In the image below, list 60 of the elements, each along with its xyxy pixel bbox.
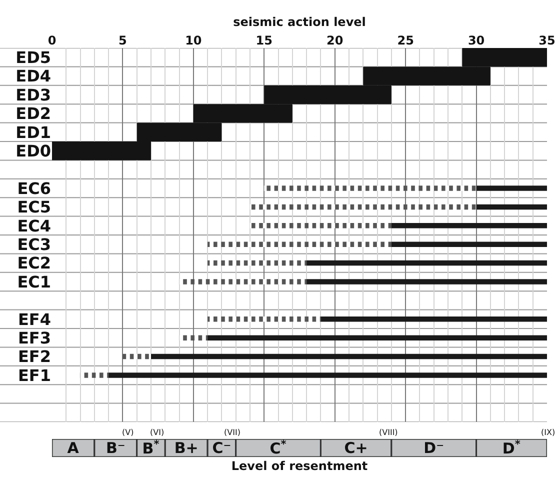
series-label: C⁻: [212, 439, 232, 457]
y-tick-label: ED5: [16, 48, 51, 67]
text: (VIII): [379, 428, 398, 437]
y-tick-label: EF1: [18, 366, 51, 385]
x-tick-label: 35: [538, 34, 556, 48]
y-tick-label: ED2: [16, 104, 51, 124]
bar: [122, 354, 151, 360]
y-tick-label: ED3: [16, 85, 51, 104]
y-tick-label: ED1: [16, 122, 51, 142]
bar: [108, 372, 547, 378]
series-label: B+: [174, 439, 198, 457]
bar: [208, 260, 307, 266]
bar: [179, 335, 208, 340]
text: (V): [122, 428, 134, 437]
y-tick-label: EC3: [17, 234, 51, 254]
y-tick-label: EC5: [17, 198, 51, 217]
x-axis-title: seismic action level: [233, 14, 366, 29]
bar: [208, 335, 547, 340]
bar: [208, 316, 321, 322]
series-label: C+: [344, 439, 368, 457]
series-label: C$^{*}$: [270, 438, 287, 458]
y-tick-label: ED0: [16, 141, 51, 160]
y-tick-label: EC1: [17, 272, 51, 292]
x-tick-label: 5: [118, 34, 127, 48]
text: (IX): [541, 428, 556, 437]
bar: [250, 223, 392, 228]
bar: [151, 354, 547, 360]
bar: [476, 186, 547, 191]
y-tick-label: EF3: [18, 328, 51, 348]
x-tick-label: 30: [468, 34, 485, 48]
y-tick-label: ED4: [16, 66, 51, 86]
text: (VI): [150, 428, 164, 437]
x-tick-label: 0: [48, 34, 56, 48]
bar: [306, 260, 547, 266]
y-tick-label: EC2: [17, 254, 51, 273]
x-tick-label: 25: [397, 34, 414, 48]
x-tick-label: 10: [185, 34, 202, 48]
bar: [320, 316, 547, 322]
bar: [179, 279, 307, 284]
x-axis-title: Level of resentment: [231, 458, 368, 473]
bar: [306, 279, 547, 284]
bar: [80, 372, 109, 378]
x-tick-label: 15: [256, 34, 272, 48]
bar: [208, 242, 392, 247]
y-tick-label: EF2: [18, 347, 51, 366]
series-label: D$^{*}$: [502, 438, 521, 458]
series-label: A: [67, 439, 80, 457]
bar: [391, 242, 547, 247]
bar: [391, 223, 547, 228]
y-tick-label: EC4: [17, 216, 51, 236]
bar: [476, 204, 547, 210]
bar: [264, 186, 476, 191]
text: (VII): [224, 428, 240, 437]
bar: [250, 204, 476, 210]
series-label: B$^{*}$: [142, 438, 160, 458]
series-label: B⁻: [106, 439, 126, 457]
y-tick-label: EF4: [18, 310, 51, 329]
series-label: D⁻: [424, 439, 444, 457]
x-tick-label: 20: [326, 34, 344, 48]
y-tick-label: EC6: [17, 178, 51, 198]
